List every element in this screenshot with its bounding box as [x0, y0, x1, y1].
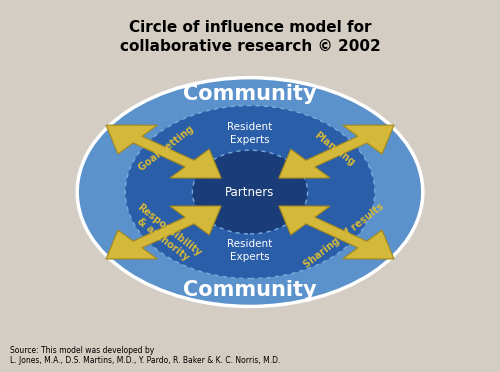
Text: Responsibility
& authority: Responsibility & authority [128, 203, 204, 268]
Text: Goal setting: Goal setting [136, 124, 196, 173]
Ellipse shape [125, 106, 375, 279]
Ellipse shape [77, 78, 423, 307]
Text: Source: This model was developed by
L. Jones, M.A., D.S. Martins, M.D., Y. Pardo: Source: This model was developed by L. J… [10, 346, 280, 365]
Text: Circle of influence model for: Circle of influence model for [129, 20, 371, 35]
Text: Resident
Experts: Resident Experts [228, 240, 272, 262]
Text: Sharing of results: Sharing of results [302, 201, 386, 270]
Text: Planning: Planning [312, 130, 356, 168]
Polygon shape [106, 125, 221, 178]
Ellipse shape [192, 150, 308, 234]
Text: Partners: Partners [226, 186, 274, 199]
Text: Community: Community [183, 84, 317, 105]
Polygon shape [106, 206, 221, 259]
Text: Resident
Experts: Resident Experts [228, 122, 272, 145]
Text: collaborative research © 2002: collaborative research © 2002 [120, 39, 380, 54]
Text: Community: Community [183, 280, 317, 300]
Polygon shape [279, 206, 394, 259]
Polygon shape [279, 125, 394, 178]
